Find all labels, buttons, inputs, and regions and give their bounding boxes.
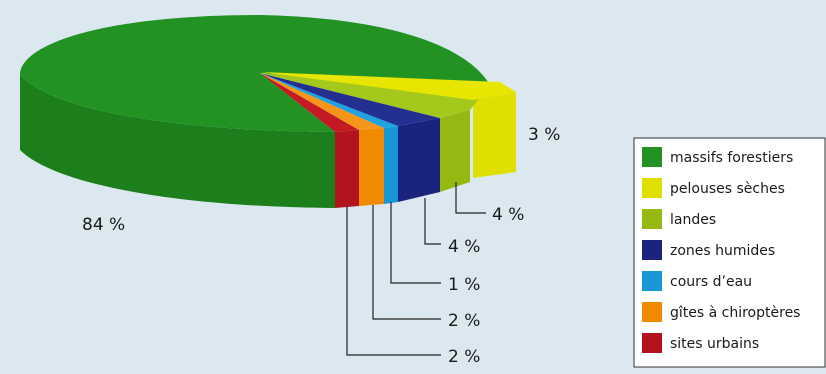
- slice-rim-landes: [440, 110, 470, 192]
- leader-line-sites-urbains: [346, 207, 441, 356]
- legend-label-sites-urbains: sites urbains: [670, 336, 759, 352]
- legend-label-massifs-forestiers: massifs forestiers: [670, 150, 793, 166]
- slice-rim-sites-urbains: [335, 130, 359, 208]
- slice-rim-zones-humides: [398, 118, 440, 202]
- slice-rim-massifs-forestiers: [20, 75, 335, 208]
- legend-label-zones-humides: zones humides: [670, 243, 775, 259]
- legend-box: [633, 137, 826, 368]
- legend-swatch-gites-a-chiropteres: [642, 302, 662, 322]
- legend: massifs forestiers pelouses sèches landes z…: [633, 137, 826, 368]
- leader-line-zones-humides: [424, 198, 441, 245]
- pie-top: [20, 15, 516, 132]
- value-label-sites-urbains: 2 %: [448, 347, 480, 367]
- leader-line-gites-a-chiropteres: [372, 205, 441, 320]
- legend-swatch-cours-d-eau: [642, 271, 662, 291]
- leader-line-landes: [455, 182, 486, 214]
- pie-rim: [20, 75, 516, 208]
- value-labels: 84 % 3 % 4 % 4 % 1 % 2 % 2 %: [82, 125, 560, 367]
- slice-top-pelouses-seches: [262, 72, 516, 100]
- slice-top-gites-chiropteres: [260, 73, 384, 130]
- legend-swatch-pelouses-seches: [642, 178, 662, 198]
- legend-label-gites-a-chiropteres: gîtes à chiroptères: [670, 305, 800, 321]
- value-label-cours-d-eau: 1 %: [448, 275, 480, 295]
- leader-lines: [346, 182, 486, 356]
- legend-swatch-massifs-forestiers: [642, 147, 662, 167]
- slice-top-cours-eau: [260, 73, 398, 128]
- slice-top-massifs-forestiers: [20, 15, 490, 132]
- legend-label-landes: landes: [670, 212, 716, 228]
- legend-swatch-landes: [642, 209, 662, 229]
- value-label-massifs-forestiers: 84 %: [82, 215, 125, 235]
- leader-line-cours-d-eau: [390, 202, 441, 284]
- legend-label-cours-d-eau: cours d’eau: [670, 274, 752, 290]
- value-label-zones-humides: 4 %: [448, 237, 480, 257]
- slice-rim-cours-eau: [384, 126, 398, 204]
- slice-top-zones-humides: [260, 73, 440, 126]
- value-label-gites-a-chiropteres: 2 %: [448, 311, 480, 331]
- legend-swatch-zones-humides: [642, 240, 662, 260]
- legend-swatch-sites-urbains: [642, 333, 662, 353]
- slice-rim-gites-chiropteres: [359, 128, 384, 206]
- value-label-landes: 4 %: [492, 205, 524, 225]
- slice-rim-pelouses-seches: [473, 92, 516, 178]
- slice-top-sites-urbains: [260, 73, 359, 132]
- legend-label-pelouses-seches: pelouses sèches: [670, 181, 785, 197]
- value-label-pelouses-seches: 3 %: [528, 125, 560, 145]
